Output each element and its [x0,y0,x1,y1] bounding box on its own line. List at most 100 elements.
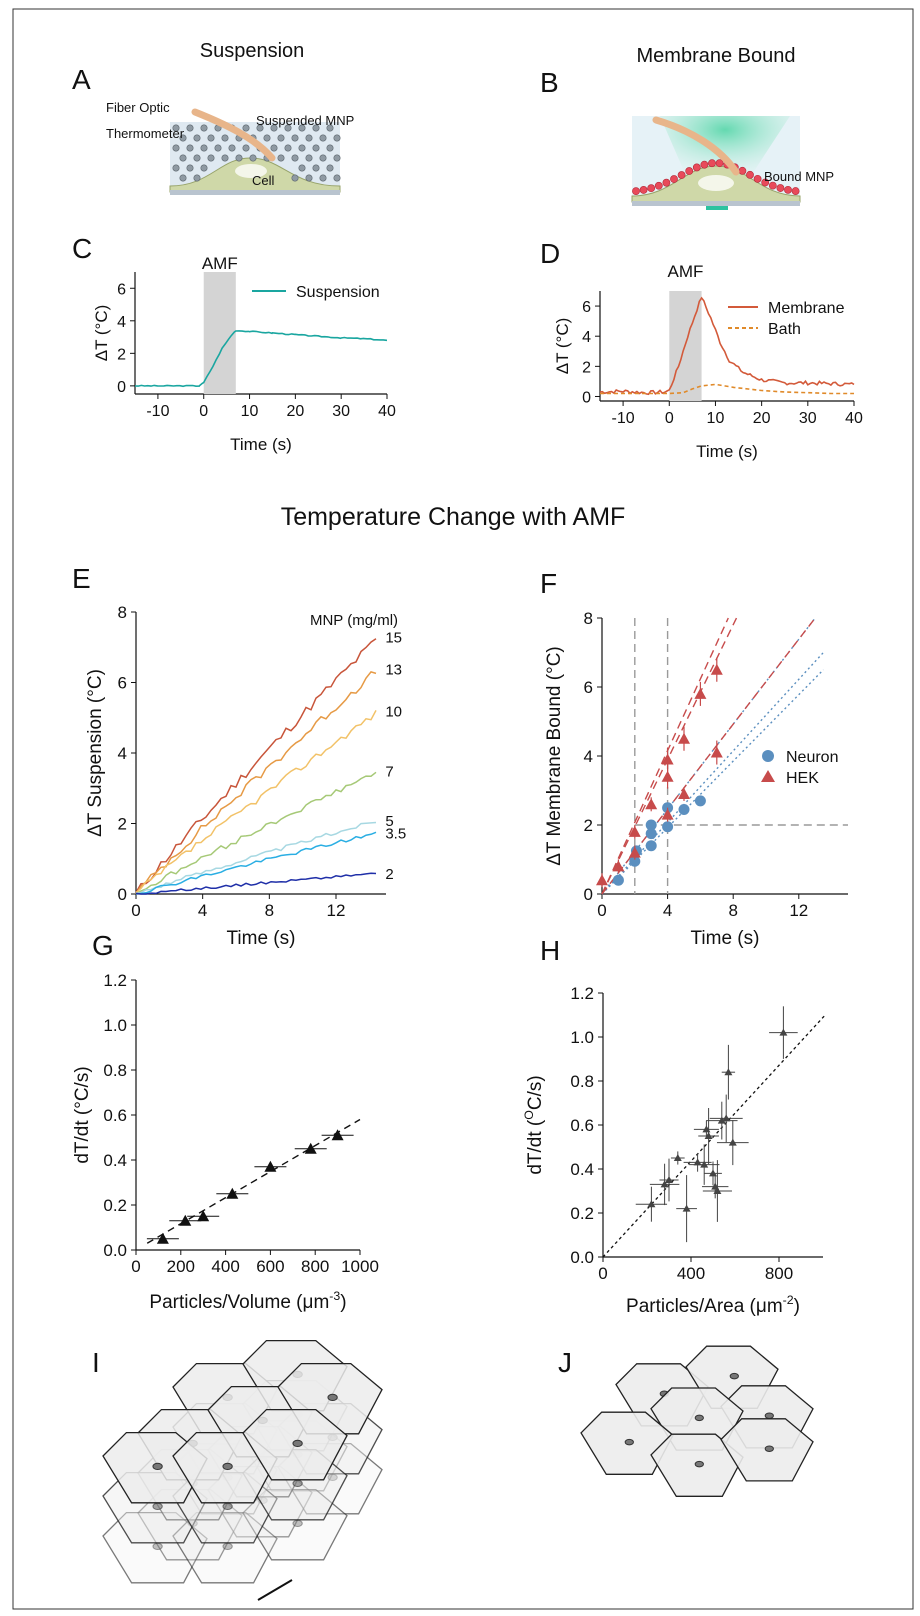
suspended-mnp-label: Suspended MNP [256,113,354,128]
mnp-particle [333,154,341,162]
data-point [304,1142,317,1154]
x-tick-label: 12 [327,901,346,920]
bound-mnp-particle [639,186,648,194]
x-tick-label: 400 [211,1257,239,1276]
mnp-particle [235,154,243,162]
mnp-particle [193,154,201,162]
fiber-optic-probe-b [652,116,740,176]
y-axis-label-end: C/s) [525,1075,546,1110]
mnp-particle [277,154,285,162]
bound-mnp-particle [670,175,678,183]
chart-g: 0 200 400 600 800 1000 0.0 0.2 0.4 0.6 0.8 1.0 1.2 Pa… [72,971,379,1313]
chart-c: -10 0 10 20 30 40 0 2 4 6 Time (s) ΔT (°C) AMF Suspen… [92,254,396,454]
data-point [717,1116,726,1124]
x-axis-label-end: ) [794,1296,800,1317]
x-axis-label: Time (s) [696,442,758,461]
x-tick-label: 8 [265,901,274,920]
bound-mnp-particle [662,178,671,187]
mnp-series-line [135,710,377,894]
y-tick-label: 0 [117,379,126,396]
panel-i-letter: I [92,1347,100,1378]
series-end-label: 5 [385,813,393,830]
mnp-particle [333,134,341,142]
mnp-particle [193,174,201,182]
data-point [673,1154,682,1161]
bound-mnp-particle [768,181,777,190]
membrane-bound-illustration [631,116,801,210]
x-axis-label: Particles/Volume (μm-3) [149,1289,346,1313]
y-tick-label: 6 [117,281,126,298]
y-tick-label: 0.0 [103,1241,127,1260]
legend-marker-neuron [762,750,774,762]
mnp-particle [172,124,180,132]
y-tick-label: 1.2 [570,984,594,1003]
x-tick-label: 4 [663,901,672,920]
bound-mnp-particle [654,181,663,190]
neuron-point [662,821,674,833]
nucleus [152,1542,163,1551]
x-tick-label: 600 [256,1257,284,1276]
y-tick-label: 4 [118,744,127,763]
y-tick-label: 0 [118,885,127,904]
nucleus [292,1439,303,1448]
panel-j: J [558,1345,814,1497]
y-tick-label: 0.4 [570,1160,594,1179]
y-tick-label: 0.8 [570,1072,594,1091]
panel-h-letter: H [540,935,560,966]
y-tick-label: 2 [118,815,127,834]
mnp-particle [305,134,313,142]
mnp-particle [221,134,229,142]
y-axis-label: dT/dt (°C/s) [72,1066,93,1163]
mnp-particle [319,134,327,142]
neuron-point [678,803,690,815]
legend-label-hek: HEK [786,770,819,787]
data-point [713,1187,722,1194]
mnp-series-line [135,671,377,895]
mnp-particle [319,174,327,182]
nucleus [222,1462,233,1471]
mnp-particle [256,124,264,132]
nucleus [152,1502,163,1511]
y-tick-label: 4 [582,329,591,346]
x-tick-label: 0 [598,1264,607,1283]
bound-mnp-particle [776,184,785,192]
fit-line [146,1118,361,1244]
nucleus [292,1479,303,1488]
nucleus [222,1542,233,1551]
y-tick-label: 0 [582,389,591,406]
legend-title: MNP (mg/ml) [310,612,398,629]
nucleus [222,1502,233,1511]
panel-g-letter: G [92,930,114,961]
cell-tile [102,1511,208,1584]
x-tick-label: 0 [199,403,208,420]
chart-f: 0 4 8 12 0 2 4 6 8 Time (s) ΔT Membrane Bound (°C)… [544,609,848,949]
hek-point [710,746,723,758]
y-tick-label: 4 [584,747,593,766]
y-tick-label: 6 [582,299,591,316]
mnp-particle [263,134,271,142]
mnp-particle [186,124,194,132]
mnp-particle [207,134,215,142]
mnp-particle [200,164,208,172]
x-tick-label: 40 [378,403,396,420]
x-tick-label: -10 [146,403,169,420]
data-point [724,1068,733,1076]
thermometer-label: Thermometer [106,126,185,141]
mnp-particle [312,164,320,172]
series-end-label: 3.5 [385,825,406,842]
chart-h: 0 400 800 0.0 0.2 0.4 0.6 0.8 1.0 1.2 Particles/Ar… [522,984,826,1317]
y-axis-label: ΔT (°C) [553,318,572,375]
bound-mnp-particle [708,159,716,168]
y-tick-label: 6 [118,674,127,693]
nucleus [327,1393,338,1402]
fiber-optic-label: Fiber Optic [106,100,170,115]
mnp-particle [284,144,292,152]
bound-mnp-particle [677,171,686,179]
mnp-particle [270,144,278,152]
bound-mnp-particle [746,170,754,179]
data-point [693,1158,702,1166]
nucleus [764,1445,774,1452]
mnp-particle [242,124,250,132]
bound-mnp-particle [692,163,701,172]
hek-point [628,846,641,858]
